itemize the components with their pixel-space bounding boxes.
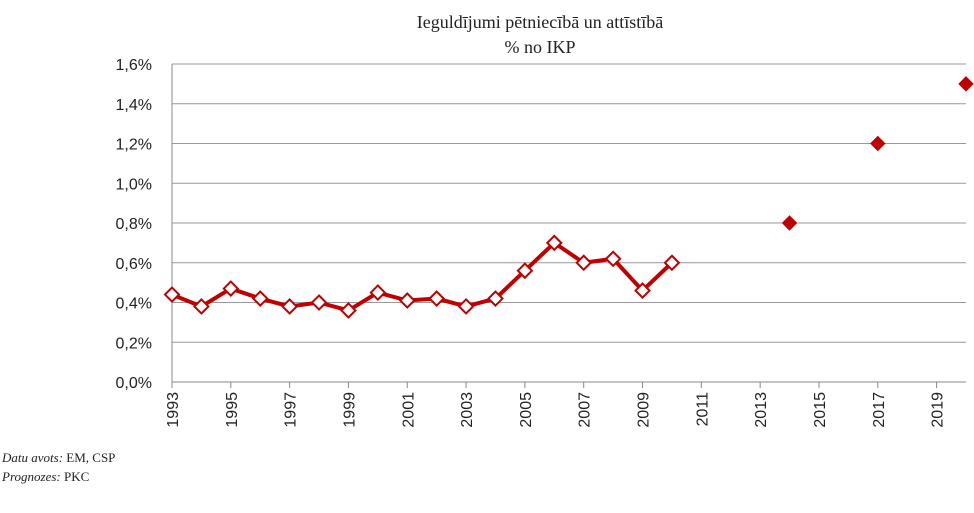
x-tick-label: 1999 (341, 392, 358, 428)
y-tick-label: 0,4% (116, 296, 152, 313)
x-tick-label: 2003 (459, 392, 476, 428)
y-tick-label: 1,2% (116, 137, 152, 154)
data-point (487, 290, 504, 307)
data-point (457, 298, 475, 315)
note-text: EM, CSP (66, 450, 115, 465)
data-point (281, 298, 299, 315)
x-tick-label: 2005 (518, 392, 535, 428)
y-tick-label: 0,0% (116, 375, 152, 392)
y-tick-label: 1,6% (116, 57, 152, 74)
x-tick-label: 2017 (871, 392, 888, 428)
x-tick-label: 2013 (753, 392, 770, 428)
data-point (163, 286, 181, 303)
data-point (222, 280, 240, 298)
x-tick-label: 1995 (224, 392, 241, 428)
note-label: Datu avots: (1, 450, 63, 465)
note: Datu avots: EM, CSP (1, 450, 115, 465)
data-point (634, 282, 651, 299)
x-tick-label: 2001 (400, 392, 417, 428)
data-point (545, 234, 563, 252)
data-point (192, 298, 210, 315)
data-point (428, 290, 446, 307)
data-point (398, 292, 416, 309)
data-point (604, 250, 622, 268)
x-tick-label: 2009 (636, 392, 653, 428)
data-point (251, 290, 269, 307)
x-tick-label: 2019 (930, 392, 947, 428)
chart-title: Ieguldījumi pētniecībā un attīstībā (417, 12, 663, 32)
x-tick-label: 2015 (812, 392, 829, 428)
chart-subtitle: % no IKP (505, 37, 576, 57)
data-point (663, 254, 681, 272)
note-text: PKC (64, 469, 89, 484)
data-point (781, 215, 798, 231)
data-line (171, 240, 674, 313)
data-point (575, 254, 593, 272)
x-tick-label: 1993 (165, 392, 182, 428)
y-tick-label: 1,0% (116, 176, 152, 193)
y-tick-label: 1,4% (116, 97, 152, 114)
note: Prognozes: PKC (1, 469, 89, 484)
x-tick-label: 2011 (694, 392, 711, 427)
data-point (369, 284, 387, 301)
x-tick-label: 2007 (577, 392, 594, 428)
data-point (310, 294, 328, 311)
note-label: Prognozes: (1, 469, 61, 484)
data-point (340, 302, 357, 319)
y-tick-label: 0,8% (116, 216, 152, 233)
y-tick-label: 0,2% (116, 335, 152, 352)
y-tick-label: 0,6% (116, 256, 152, 273)
x-tick-label: 1997 (283, 392, 300, 428)
data-point (516, 262, 534, 280)
data-point (958, 76, 974, 92)
data-point (870, 135, 886, 152)
